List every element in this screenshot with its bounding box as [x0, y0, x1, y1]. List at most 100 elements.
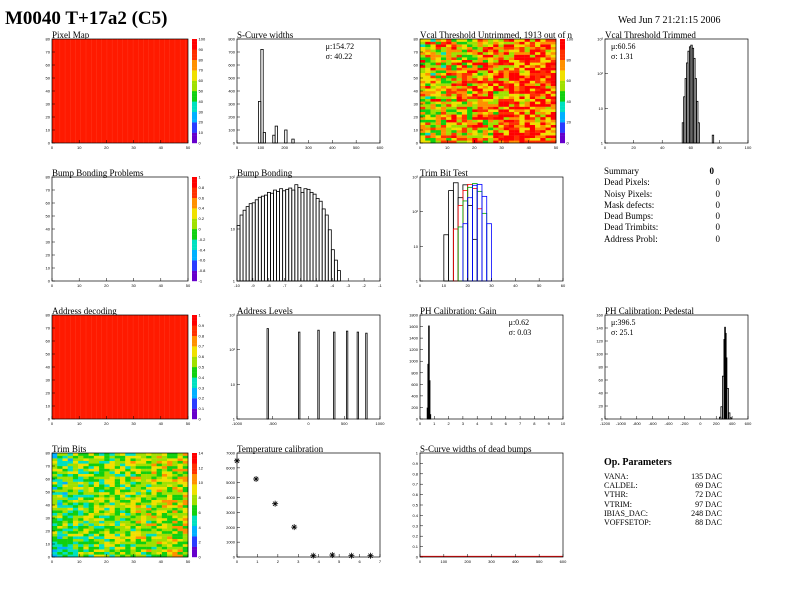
heatmap-cell	[52, 497, 58, 500]
heatmap-cell	[109, 510, 115, 513]
stat-label: μ:396.5	[611, 318, 636, 327]
heatmap-cell	[177, 463, 183, 467]
heatmap-cell	[519, 62, 525, 66]
zbar-segment	[192, 278, 197, 282]
heatmap-cell	[514, 39, 520, 42]
heatmap-cell	[498, 140, 504, 144]
heatmap-cell	[498, 39, 504, 42]
heatmap-cell	[461, 41, 468, 45]
heatmap-cell	[540, 137, 546, 141]
heatmap-cell	[482, 114, 489, 118]
y-tick-label: 80	[46, 451, 51, 456]
heatmap-cell	[467, 46, 473, 50]
heatmap-cell	[67, 468, 74, 472]
heatmap-cell	[508, 111, 515, 115]
heatmap-cell	[167, 536, 173, 539]
heatmap-cell	[477, 67, 483, 71]
heatmap-cell	[78, 541, 84, 545]
summary-row: Address Probl: 0	[604, 234, 724, 245]
heatmap-cell	[435, 98, 442, 102]
param-value: 88 DAC	[695, 517, 722, 527]
heatmap-cell	[151, 466, 157, 469]
y-tick-label: 80	[46, 313, 51, 318]
zbar-segment	[192, 554, 197, 558]
heatmap-cell	[524, 78, 531, 81]
heatmap-cell	[167, 455, 173, 459]
heatmap-cell	[503, 106, 510, 110]
heatmap-cell	[488, 88, 494, 92]
hist-bin	[324, 214, 329, 282]
heatmap-cell	[420, 98, 426, 102]
zbar-segment	[192, 57, 197, 60]
y-tick-label: 50	[46, 76, 51, 81]
heatmap-cell	[130, 492, 136, 495]
heatmap-cell	[167, 554, 173, 558]
zbar-segment	[192, 70, 197, 73]
hist-bin	[282, 190, 287, 282]
heatmap-cell	[435, 109, 442, 112]
heatmap-cell	[430, 109, 436, 112]
heatmap-cell	[488, 44, 494, 47]
heatmap-cell	[99, 481, 105, 485]
heatmap-cell	[540, 124, 546, 128]
heatmap-cell	[52, 453, 58, 456]
heatmap-cell	[524, 67, 531, 71]
heatmap-cell	[125, 486, 131, 490]
heatmap-cell	[446, 96, 452, 99]
heatmap-cell	[78, 486, 84, 490]
heatmap-cell	[451, 75, 457, 79]
heatmap-cell	[151, 554, 157, 558]
x-tick-label: 40	[159, 559, 164, 564]
heatmap-cell	[472, 114, 478, 118]
heatmap-cell	[456, 85, 463, 89]
zbar-segment	[192, 106, 197, 110]
heatmap-cell	[493, 93, 499, 97]
heatmap-cell	[135, 499, 142, 503]
zbar-segment	[192, 317, 197, 321]
x-tick-label: 50	[186, 145, 191, 150]
heatmap-cell	[524, 135, 531, 138]
zbar-segment	[192, 387, 197, 391]
heatmap-cell	[529, 78, 536, 81]
heatmap-cell	[130, 458, 136, 461]
heatmap-cell	[78, 554, 84, 558]
zbar-segment	[560, 93, 565, 97]
heatmap-cell	[62, 489, 68, 493]
y-tick-label: 10²	[229, 175, 235, 180]
x-tick-label: -1200	[600, 421, 611, 426]
heatmap-cell	[125, 458, 131, 461]
hist-bin	[257, 196, 262, 282]
heatmap-cell	[99, 479, 105, 482]
zbar-segment	[192, 544, 197, 547]
heatmap-cell	[550, 52, 557, 55]
hist-bin	[317, 329, 320, 420]
heatmap-cell	[440, 70, 447, 73]
heatmap-cell	[435, 83, 442, 86]
heatmap-cell	[482, 132, 489, 136]
heatmap-cell	[57, 476, 63, 480]
heatmap-cell	[488, 67, 494, 71]
hist-bin	[448, 190, 454, 282]
zbar-tick-label: 90	[199, 47, 204, 52]
heatmap-cell	[156, 458, 163, 461]
heatmap-cell	[493, 91, 499, 94]
heatmap-cell	[177, 525, 183, 529]
heatmap-cell	[93, 458, 100, 461]
heatmap-cell	[446, 93, 452, 97]
heatmap-cell	[461, 132, 468, 136]
y-tick-label: 40	[414, 89, 419, 94]
heatmap-cell	[156, 536, 163, 539]
heatmap-cell	[493, 75, 499, 79]
heatmap-cell	[172, 546, 178, 550]
heatmap-cell	[167, 515, 173, 519]
x-tick-label: -1	[378, 283, 382, 288]
zbar-segment	[560, 41, 565, 45]
heatmap-cell	[488, 96, 494, 99]
x-tick-label: 0	[419, 421, 422, 426]
x-tick-label: 50	[554, 145, 559, 150]
x-tick-label: 4	[318, 559, 321, 564]
heatmap-cell	[508, 75, 515, 79]
heatmap-cell	[172, 512, 178, 516]
heatmap-cell	[72, 486, 79, 490]
